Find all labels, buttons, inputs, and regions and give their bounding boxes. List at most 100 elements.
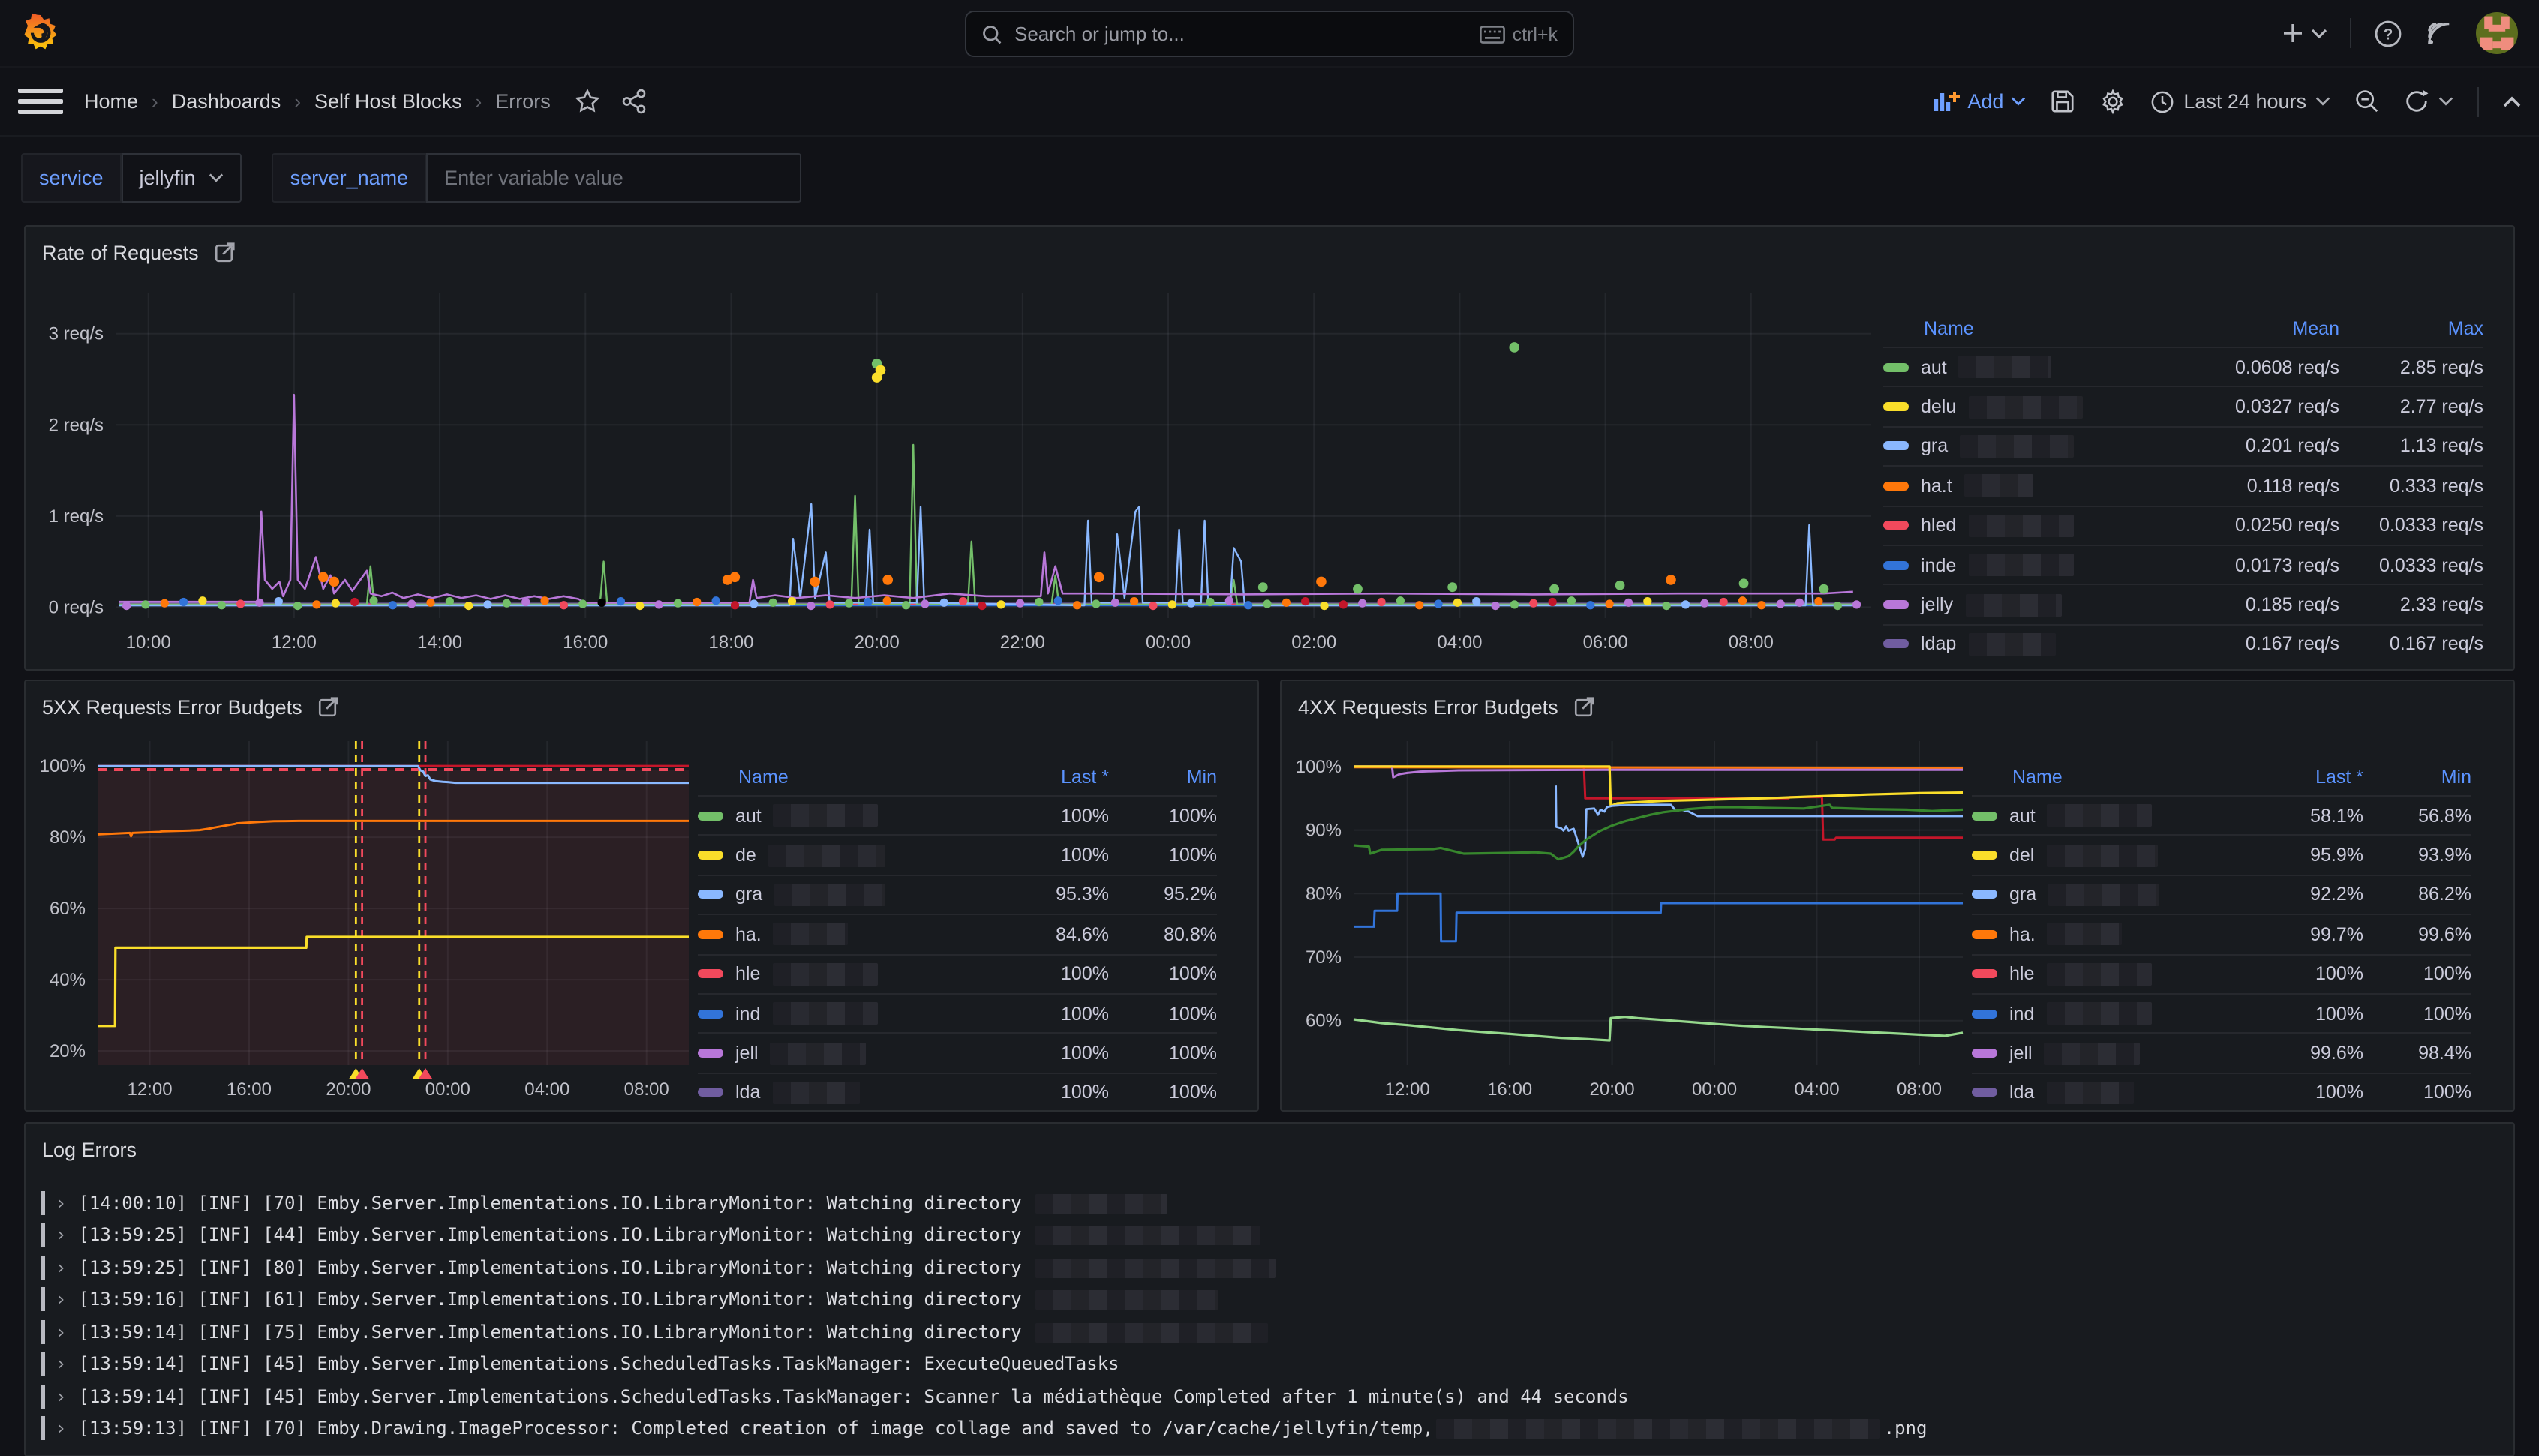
rss-icon	[2425, 19, 2453, 47]
redacted-name	[2046, 1082, 2133, 1104]
breadcrumb: Home › Dashboards › Self Host Blocks › E…	[84, 90, 551, 113]
log-expand-icon[interactable]: ›	[56, 1418, 66, 1439]
legend-series-name[interactable]: aut	[698, 804, 983, 827]
variables-row: service jellyfin server_name	[0, 137, 2539, 215]
legend-value-2: 100%	[1109, 1082, 1217, 1103]
external-link-icon[interactable]	[1575, 696, 1596, 717]
legend-series-name[interactable]: delu	[1883, 395, 2174, 418]
legend-series-name[interactable]: hle	[698, 963, 983, 986]
legend-series-name[interactable]: hle	[1972, 963, 2237, 986]
zoom-out-button[interactable]	[2354, 89, 2380, 114]
redacted-name	[2048, 923, 2123, 946]
series-color-pill	[698, 811, 723, 820]
legend-series-name[interactable]: jell	[698, 1042, 983, 1064]
legend-series-name[interactable]: ind	[698, 1002, 983, 1025]
legend-col-name[interactable]: Name	[1972, 767, 2237, 788]
menu-toggle[interactable]	[18, 79, 63, 124]
legend-series-name[interactable]: gra	[1972, 884, 2237, 906]
legend-series-name[interactable]: del	[1972, 844, 2237, 866]
panel-title[interactable]: 5XX Requests Error Budgets	[42, 695, 302, 718]
legend-value-2: 1.13 req/s	[2339, 436, 2483, 457]
shortcut-hint: ctrl+k	[1480, 23, 1558, 44]
panel-title[interactable]: 4XX Requests Error Budgets	[1298, 695, 1558, 718]
legend-row: jell99.6%98.4%	[1972, 1033, 2471, 1073]
redacted-name	[1960, 435, 2074, 458]
log-expand-icon[interactable]: ›	[56, 1354, 66, 1375]
log-expand-icon[interactable]: ›	[56, 1193, 66, 1214]
legend-col-value2[interactable]: Min	[2363, 767, 2471, 788]
log-expand-icon[interactable]: ›	[56, 1386, 66, 1407]
4xx-error-budgets-chart[interactable]: 12:0016:0020:0000:0004:0008:00100%90%80%…	[1282, 732, 1972, 1107]
legend-col-value2[interactable]: Min	[1109, 767, 1217, 788]
panel-title[interactable]: Log Errors	[42, 1138, 137, 1160]
svg-text:20:00: 20:00	[1590, 1079, 1635, 1100]
log-row[interactable]: ›[13:59:14] [INF] [45] Emby.Server.Imple…	[41, 1348, 2498, 1380]
breadcrumb-home[interactable]: Home	[84, 90, 138, 113]
legend-row: jell100%100%	[698, 1033, 1217, 1073]
save-dashboard-button[interactable]	[2050, 89, 2075, 114]
log-row[interactable]: ›[13:59:13] [INF] [70] Emby.Drawing.Imag…	[41, 1412, 2498, 1445]
legend-series-name[interactable]: gra	[1883, 435, 2174, 458]
breadcrumb-dashboards[interactable]: Dashboards	[172, 90, 281, 113]
rate-of-requests-chart[interactable]: 10:0012:0014:0016:0018:0020:0022:0000:00…	[26, 278, 1880, 660]
panel-title[interactable]: Rate of Requests	[42, 241, 199, 263]
log-expand-icon[interactable]: ›	[56, 1289, 66, 1310]
5xx-error-budgets-chart[interactable]: 12:0016:0020:0000:0004:0008:00100%80%60%…	[26, 732, 698, 1107]
legend-col-value1[interactable]: Last *	[983, 767, 1109, 788]
legend-value-1: 0.0250 req/s	[2174, 515, 2339, 536]
log-expand-icon[interactable]: ›	[56, 1225, 66, 1246]
legend-col-name[interactable]: Name	[698, 767, 983, 788]
legend-series-name[interactable]: aut	[1883, 356, 2174, 378]
legend-row: delu0.0327 req/s2.77 req/s	[1883, 386, 2483, 426]
news-button[interactable]	[2425, 19, 2453, 47]
service-variable-select[interactable]: jellyfin	[122, 153, 242, 203]
star-icon[interactable]	[575, 89, 600, 114]
legend-value-1: 58.1%	[2237, 805, 2363, 826]
log-row[interactable]: ›[13:59:14] [INF] [45] Emby.Server.Imple…	[41, 1380, 2498, 1412]
dashboard-settings-button[interactable]	[2099, 88, 2126, 115]
legend-series-name[interactable]: ha.	[1972, 923, 2237, 946]
breadcrumb-folder[interactable]: Self Host Blocks	[314, 90, 462, 113]
log-expand-icon[interactable]: ›	[56, 1322, 66, 1343]
time-range-label: Last 24 hours	[2183, 90, 2306, 113]
legend-series-name[interactable]: hled	[1883, 515, 2174, 537]
legend-series-name[interactable]: jelly	[1883, 593, 2174, 616]
new-button[interactable]	[2281, 21, 2327, 45]
log-row[interactable]: ›[14:00:10] [INF] [70] Emby.Server.Imple…	[41, 1187, 2498, 1219]
legend-series-name[interactable]: gra	[698, 884, 983, 906]
collapse-toolbar-button[interactable]	[2503, 95, 2521, 107]
grafana-logo[interactable]	[21, 12, 60, 54]
legend-series-name[interactable]: ha.t	[1883, 475, 2174, 497]
log-row[interactable]: ›[13:59:14] [INF] [75] Emby.Server.Imple…	[41, 1316, 2498, 1348]
help-button[interactable]: ?	[2374, 19, 2402, 47]
legend-col-value1[interactable]: Mean	[2174, 318, 2339, 339]
log-row[interactable]: ›[13:59:25] [INF] [80] Emby.Server.Imple…	[41, 1251, 2498, 1283]
legend-col-name[interactable]: Name	[1883, 318, 2174, 339]
series-color-pill	[1972, 851, 1997, 860]
legend-series-name[interactable]: ha.	[698, 923, 983, 946]
legend-series-name[interactable]: jell	[1972, 1042, 2237, 1064]
search-input[interactable]: Search or jump to... ctrl+k	[965, 11, 1574, 57]
legend-series-name[interactable]: aut	[1972, 804, 2237, 827]
server-name-variable-input[interactable]	[426, 153, 801, 203]
log-row[interactable]: ›[13:59:16] [INF] [61] Emby.Server.Imple…	[41, 1283, 2498, 1316]
avatar[interactable]	[2476, 12, 2518, 54]
legend-series-name[interactable]: ldap	[1883, 633, 2174, 656]
series-color-pill	[1972, 811, 1997, 820]
share-icon[interactable]	[621, 89, 647, 114]
legend-col-value2[interactable]: Max	[2339, 318, 2483, 339]
external-link-icon[interactable]	[319, 696, 340, 717]
legend-series-name[interactable]: de	[698, 844, 983, 866]
legend-series-name[interactable]: lda	[1972, 1082, 2237, 1104]
log-row[interactable]: ›[13:59:25] [INF] [44] Emby.Server.Imple…	[41, 1219, 2498, 1251]
time-range-picker[interactable]: Last 24 hours	[2150, 89, 2330, 113]
add-panel-button[interactable]: Add	[1933, 90, 2026, 113]
legend-series-name[interactable]: inde	[1883, 554, 2174, 576]
legend-value-2: 100%	[1109, 1043, 1217, 1064]
refresh-button[interactable]	[2404, 89, 2453, 114]
external-link-icon[interactable]	[215, 242, 236, 263]
legend-series-name[interactable]: ind	[1972, 1002, 2237, 1025]
legend-series-name[interactable]: lda	[698, 1082, 983, 1104]
legend-col-value1[interactable]: Last *	[2237, 767, 2363, 788]
log-expand-icon[interactable]: ›	[56, 1257, 66, 1278]
